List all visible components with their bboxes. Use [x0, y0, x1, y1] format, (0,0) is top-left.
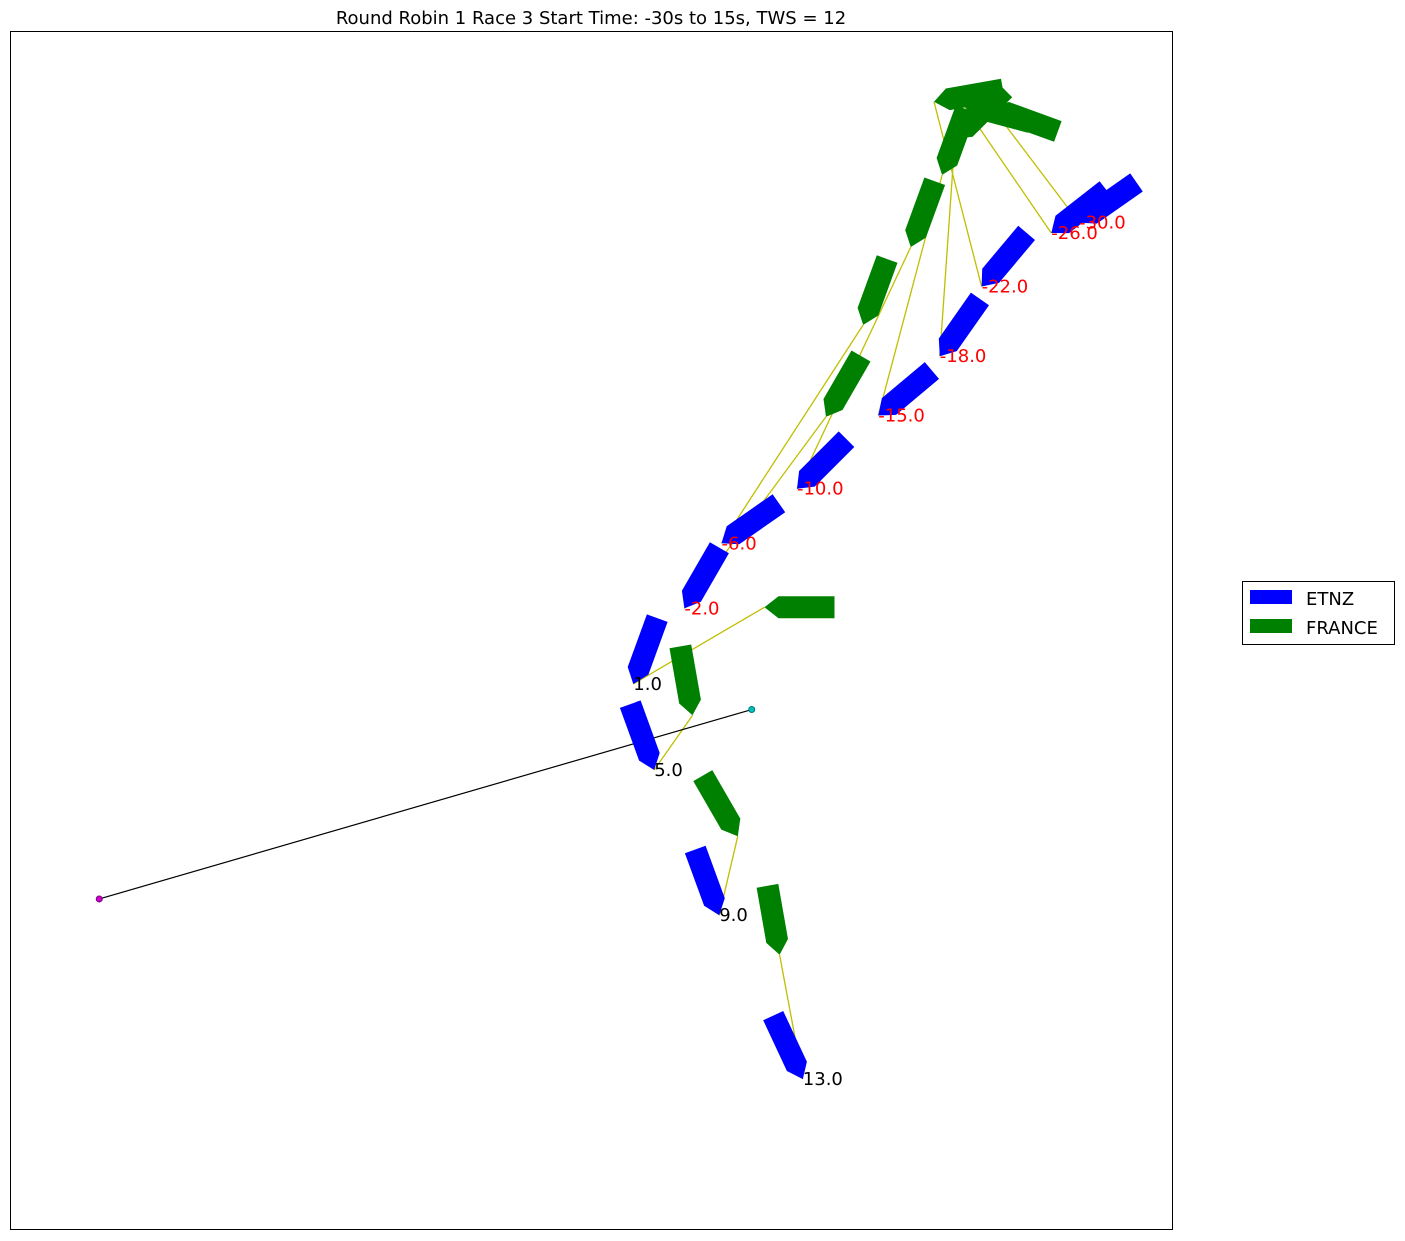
chart-title: Round Robin 1 Race 3 Start Time: -30s to…	[336, 8, 846, 29]
etnz-boat-marker	[684, 845, 725, 916]
time-label: -15.0	[878, 406, 925, 427]
time-label: -26.0	[1051, 223, 1098, 244]
committee-end-marker	[748, 706, 756, 714]
time-label: -30.0	[1079, 213, 1126, 234]
etnz-boat-marker	[878, 362, 939, 416]
time-label: 5.0	[654, 760, 683, 781]
time-label: 1.0	[633, 674, 662, 695]
etnz-boat-marker	[619, 700, 660, 770]
plot-frame	[10, 31, 1173, 1230]
legend-label-france: FRANCE	[1306, 618, 1378, 639]
france-boat-marker	[693, 770, 741, 837]
time-label: -10.0	[797, 479, 844, 500]
france-boat-marker	[823, 350, 871, 417]
etnz-boat-marker	[627, 614, 668, 684]
legend-label-etnz: ETNZ	[1306, 589, 1354, 610]
france-boat-marker	[905, 177, 946, 247]
legend-swatch-etnz	[1250, 590, 1292, 604]
time-label: -6.0	[722, 533, 757, 554]
etnz-boat-marker	[981, 225, 1035, 287]
time-label: 9.0	[719, 905, 748, 926]
etnz-boat-marker	[797, 431, 855, 489]
connector-line	[653, 714, 694, 771]
france-boat-marker	[669, 644, 701, 716]
france-boat-marker	[857, 255, 898, 325]
legend: ETNZ FRANCE	[1242, 581, 1395, 645]
connector-line	[939, 138, 956, 357]
etnz-boat-marker	[1051, 181, 1114, 234]
connector-line	[720, 324, 864, 544]
france-boat-marker	[936, 105, 977, 175]
france-boat-marker	[764, 596, 835, 619]
time-label: -18.0	[940, 346, 987, 367]
legend-swatch-france	[1250, 619, 1292, 633]
etnz-boat-marker	[938, 292, 989, 357]
connector-line	[632, 606, 765, 685]
time-label: -22.0	[982, 277, 1029, 298]
time-label: 13.0	[803, 1069, 843, 1090]
etnz-boat-marker	[721, 494, 786, 545]
time-labels: -30.0-26.0 -22.0 -18.0 -15.0 -10.0 -6.0 -2.0 1.…	[633, 213, 1125, 1090]
etnz-boat-marker	[763, 1011, 807, 1080]
etnz-boat-marker	[681, 542, 729, 609]
boat-markers	[619, 78, 1143, 1080]
pin-end-marker	[95, 895, 103, 903]
time-label: -2.0	[684, 598, 719, 619]
connector-line	[933, 101, 983, 287]
france-boat-marker	[756, 883, 788, 955]
